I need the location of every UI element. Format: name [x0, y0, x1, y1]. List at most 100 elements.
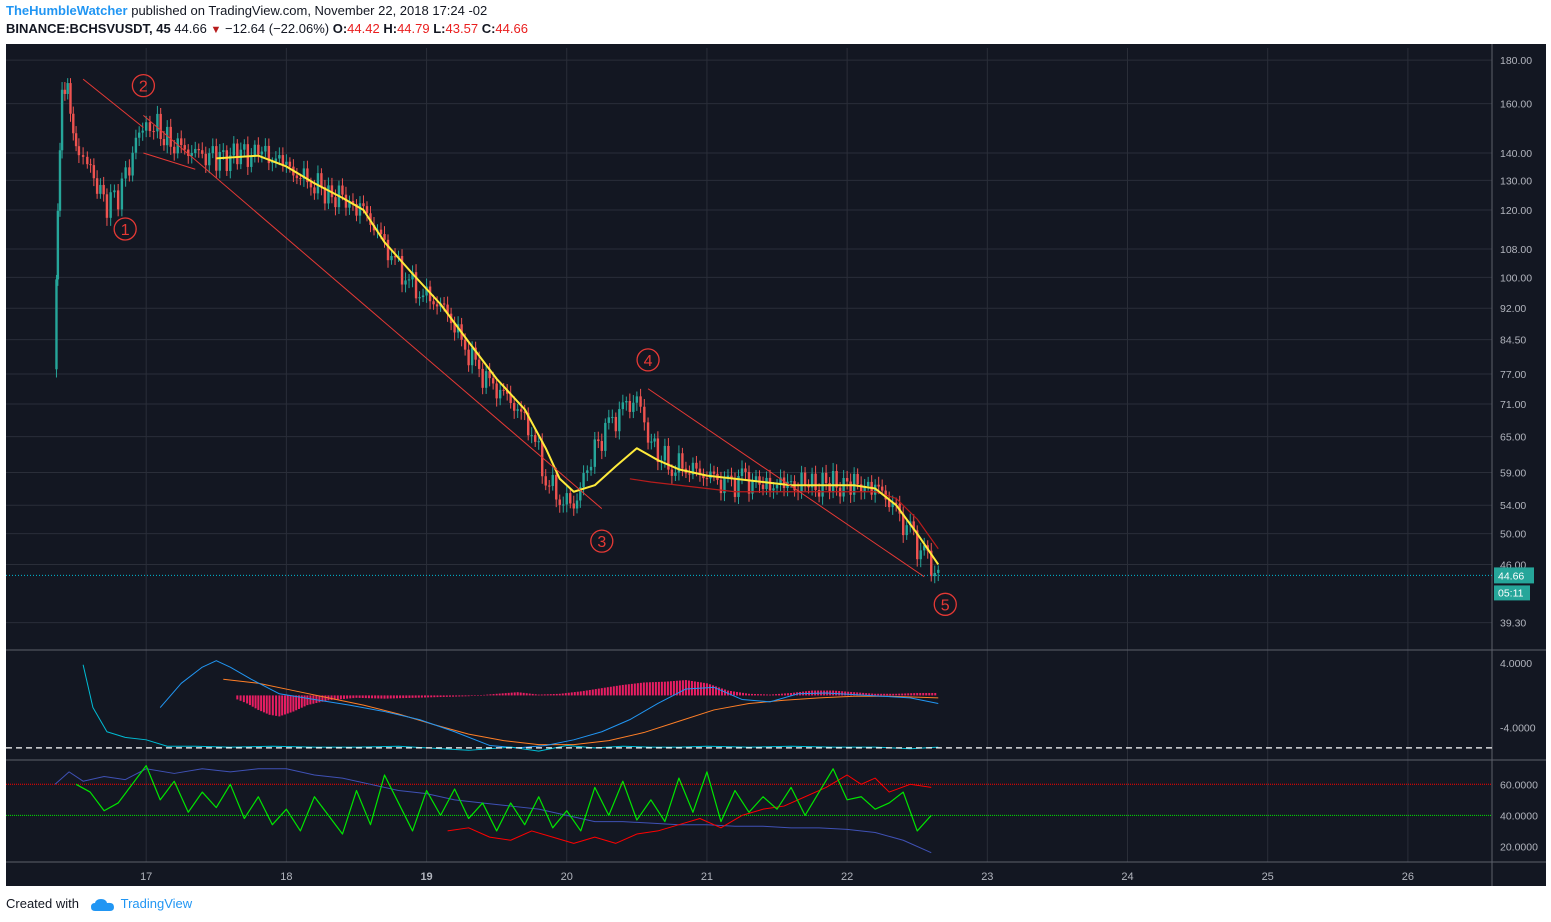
candle-body: [621, 402, 625, 410]
candle-body: [562, 504, 565, 506]
macd-histogram-bar: [630, 683, 633, 696]
candle-body: [933, 572, 936, 577]
macd-histogram-bar: [470, 695, 473, 696]
candle-body: [747, 471, 751, 494]
candle-body: [681, 453, 684, 469]
macd-histogram-bar: [925, 692, 928, 696]
countdown-tag: [1494, 585, 1530, 601]
macd-histogram-bar: [254, 695, 257, 709]
candle-body: [144, 122, 148, 131]
candle-body: [814, 473, 817, 491]
candle-body: [128, 167, 131, 176]
macd-histogram-bar: [720, 688, 723, 696]
candle-body: [365, 206, 369, 214]
macd-histogram-bar: [588, 689, 591, 696]
candle-body: [313, 187, 316, 194]
candle-body: [625, 401, 628, 403]
candle-body: [243, 144, 246, 150]
macd-histogram-bar: [239, 695, 242, 701]
rsi-blue-line: [54, 768, 932, 854]
macd-histogram-bar: [483, 694, 486, 696]
time-tick-label: 22: [841, 871, 853, 883]
candle-body: [495, 383, 498, 399]
candle-body: [400, 256, 404, 285]
candle-body: [327, 185, 330, 204]
macd-histogram-bar: [600, 688, 603, 696]
candle-body: [260, 151, 264, 155]
candle-body: [442, 303, 446, 305]
candle-body: [66, 83, 69, 94]
price-tick-label: 50.00: [1500, 529, 1526, 541]
macd-histogram-bar: [504, 693, 507, 696]
rsi-red-line: [447, 774, 932, 844]
tradingview-link[interactable]: TradingView: [120, 896, 193, 911]
macd-histogram-bar: [859, 692, 862, 696]
candle-body: [772, 488, 775, 491]
time-tick-label: 21: [701, 871, 713, 883]
candle-body: [69, 83, 72, 114]
candle-body: [470, 347, 474, 366]
macd-histogram-bar: [300, 695, 303, 708]
price-tick-label: 140.00: [1500, 148, 1532, 160]
macd-histogram-bar: [642, 682, 645, 696]
candle-body: [190, 152, 193, 156]
macd-histogram-bar: [735, 691, 738, 696]
candle-body: [723, 477, 726, 494]
macd-histogram-bar: [501, 693, 504, 696]
candle-body: [474, 347, 477, 360]
candle-body: [807, 485, 810, 488]
candle-body: [407, 279, 411, 281]
wave-label-text: 3: [597, 534, 606, 551]
macd-histogram-bar: [651, 682, 654, 696]
macd-histogram-bar: [913, 693, 916, 696]
candle-body: [709, 471, 712, 479]
price-tick-label: 130.00: [1500, 175, 1532, 187]
candle-body: [505, 389, 509, 394]
macd-histogram-bar: [455, 695, 458, 697]
candle-body: [512, 402, 516, 411]
macd-histogram-bar: [408, 695, 411, 698]
macd-histogram-bar: [910, 693, 913, 696]
macd-histogram-bar: [576, 691, 579, 696]
macd-histogram-bar: [865, 693, 868, 696]
macd-histogram-bar: [567, 692, 570, 696]
macd-histogram-bar: [738, 692, 741, 696]
macd-histogram-bar: [436, 695, 439, 698]
candle-body: [348, 200, 351, 208]
time-axis: 17 18 19 20 21 22 23 24 25 26: [140, 871, 1414, 883]
macd-histogram-bar: [339, 695, 342, 700]
macd-histogram-bar: [850, 691, 853, 696]
macd-histogram-bar: [784, 693, 787, 696]
author-link[interactable]: TheHumbleWatcher: [6, 3, 128, 18]
symbol-label[interactable]: BINANCE:BCHSVUSDT, 45: [6, 21, 171, 36]
macd-histogram-bar: [507, 692, 510, 696]
chart-canvas[interactable]: 17 18 19 20 21 22 23 24 25 26180.00160.00140.0013…: [6, 44, 1546, 886]
candle-body: [253, 144, 257, 156]
macd-histogram-bar: [467, 695, 470, 697]
macd-histogram-bar: [654, 682, 657, 696]
macd-histogram-bar: [430, 695, 433, 698]
macd-histogram-bar: [787, 693, 790, 696]
macd-histogram-bar: [489, 694, 492, 696]
candle-body: [271, 161, 274, 164]
candle-body: [643, 406, 646, 423]
macd-signal-line: [223, 678, 939, 746]
macd-histogram-bar: [687, 680, 690, 696]
macd-histogram-bar: [624, 684, 627, 696]
wave-trend-line: [647, 388, 925, 578]
price-tick-label: 108.00: [1500, 244, 1532, 256]
candle-body: [208, 153, 211, 166]
candle-body: [650, 441, 653, 443]
created-with-text: Created with: [6, 896, 79, 911]
candle-body: [152, 131, 155, 133]
macd-histogram-bar: [439, 695, 442, 698]
candle-body: [912, 521, 915, 531]
macd-histogram-bar: [377, 695, 380, 699]
candle-body: [379, 229, 383, 235]
candle-body: [782, 477, 786, 489]
candle-body: [92, 165, 96, 179]
macd-histogram-bar: [781, 693, 784, 696]
wave-label-1: 1: [113, 217, 137, 241]
price-tick-label: 71.00: [1500, 399, 1526, 411]
macd-histogram-bar: [364, 695, 367, 699]
